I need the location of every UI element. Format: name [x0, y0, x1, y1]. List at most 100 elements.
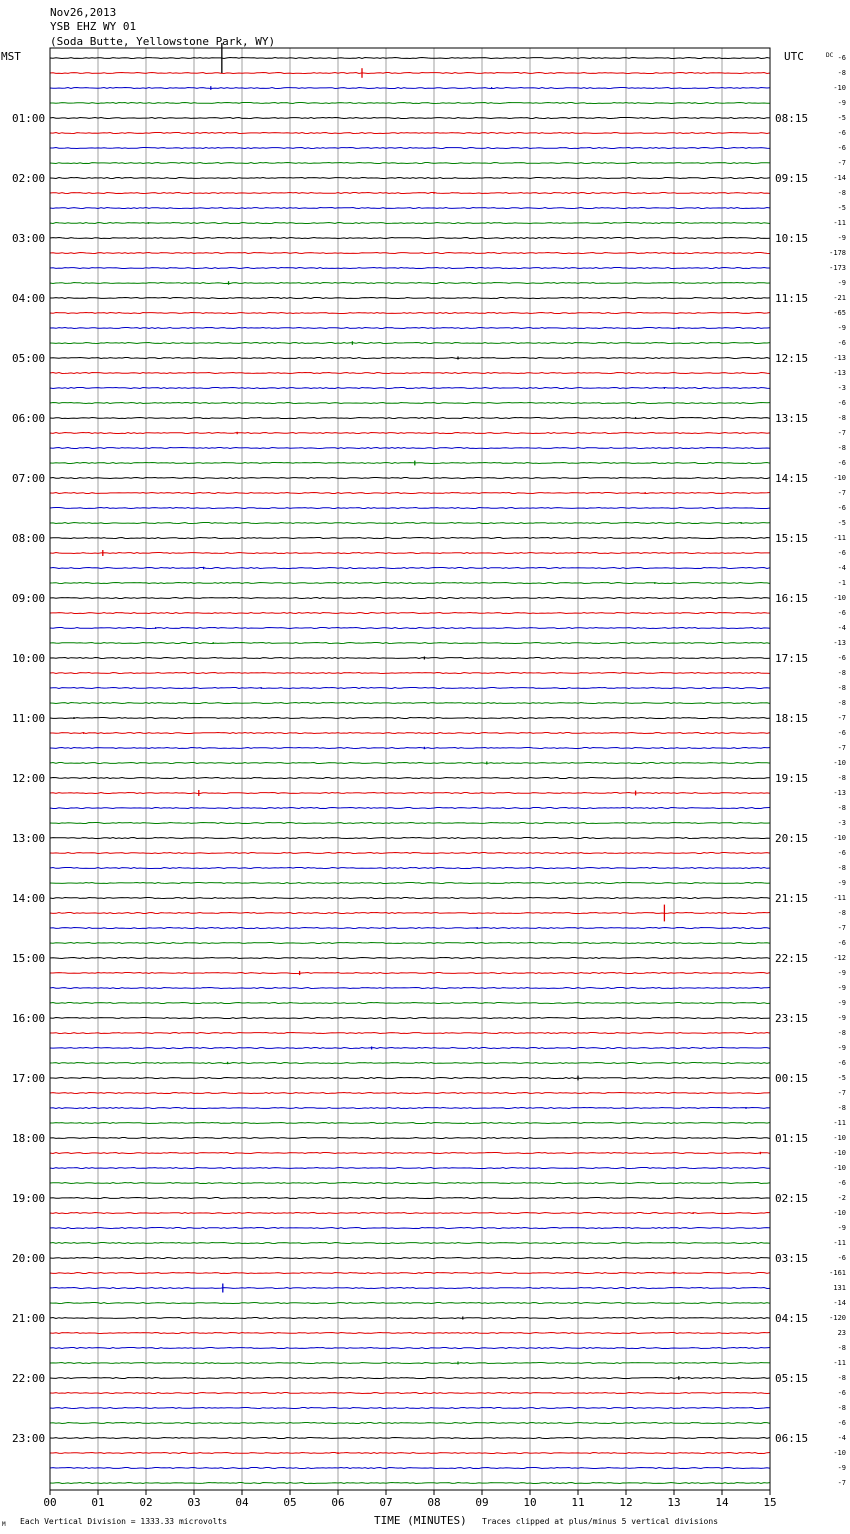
trace-line: [49, 1301, 771, 1305]
trace-line: [49, 281, 771, 285]
trace-layer: [49, 43, 771, 1485]
right-hour-label: 06:15: [775, 1432, 808, 1445]
dc-offset-label: -8: [838, 774, 846, 782]
dc-offset-label: -6: [838, 1179, 846, 1187]
dc-offset-label: -6: [838, 1254, 846, 1262]
trace-line: [49, 461, 771, 465]
dc-offset-label: -173: [829, 264, 846, 272]
dc-offset-label: -8: [838, 909, 846, 917]
dc-offset-label: -9: [838, 879, 846, 887]
dc-offset-label: -10: [833, 474, 846, 482]
x-tick-label: 08: [427, 1496, 440, 1509]
x-tick-label: 10: [523, 1496, 536, 1509]
dc-offset-label: -10: [833, 1449, 846, 1457]
dc-offset-label: -161: [829, 1269, 846, 1277]
x-tick-label: 12: [619, 1496, 632, 1509]
right-hour-label: 03:15: [775, 1252, 808, 1265]
left-hour-label: 18:00: [12, 1132, 45, 1145]
dc-offset-label: -2: [838, 1194, 846, 1202]
right-hour-label: 00:15: [775, 1072, 808, 1085]
dc-offset-label: -9: [838, 279, 846, 287]
dc-offset-label: -10: [833, 759, 846, 767]
x-tick-label: 03: [187, 1496, 200, 1509]
dc-offset-label: -13: [833, 369, 846, 377]
dc-offset-label: -8: [838, 1104, 846, 1112]
trace-line: [49, 221, 771, 225]
trace-line: [49, 431, 771, 435]
dc-offset-label: -9: [838, 324, 846, 332]
left-hour-label: 06:00: [12, 412, 45, 425]
trace-line: [49, 1421, 771, 1425]
trace-line: [49, 1061, 771, 1065]
footer-clip-note: Traces clipped at plus/minus 5 vertical …: [482, 1517, 718, 1526]
trace-line: [49, 611, 771, 615]
trace-line: [50, 296, 771, 300]
x-tick-label: 05: [283, 1496, 296, 1509]
dc-offset-label: -5: [838, 114, 846, 122]
dc-offset-label: -10: [833, 834, 846, 842]
dc-offset-label: -4: [838, 1434, 846, 1442]
dc-offset-label: -8: [838, 804, 846, 812]
right-hour-label: 05:15: [775, 1372, 808, 1385]
x-tick-label: 14: [715, 1496, 729, 1509]
dc-offset-label: -5: [838, 204, 846, 212]
trace-line: [49, 446, 771, 450]
dc-offset-label: -6: [838, 504, 846, 512]
trace-line: [49, 926, 771, 930]
trace-line: [49, 566, 771, 570]
left-hour-label: 20:00: [12, 1252, 45, 1265]
trace-line: [49, 266, 770, 270]
dc-offset-label: -6: [838, 609, 846, 617]
dc-offset-label: -7: [838, 159, 846, 167]
trace-line: [49, 1286, 771, 1290]
axis-layer: [49, 1490, 771, 1495]
trace-line: [49, 326, 771, 330]
trace-line: [49, 1181, 771, 1185]
dc-offset-label: -9: [838, 1224, 846, 1232]
trace-line: [49, 941, 771, 945]
trace-line: [49, 1001, 771, 1005]
dc-offset-label: -21: [833, 294, 846, 302]
x-tick-label: 11: [571, 1496, 584, 1509]
right-hour-label: 01:15: [775, 1132, 808, 1145]
trace-line: [49, 1166, 770, 1170]
trace-line: [49, 806, 771, 810]
trace-line: [49, 716, 771, 720]
dc-offset-label: -6: [838, 1389, 846, 1397]
dc-offset-label: -6: [838, 729, 846, 737]
right-hour-label: 02:15: [775, 1192, 808, 1205]
dc-offset-label: -178: [829, 249, 846, 257]
dc-offset-label: -9: [838, 1044, 846, 1052]
trace-line: [49, 1226, 771, 1230]
trace-line: [49, 506, 771, 510]
trace-line: [49, 176, 771, 180]
dc-offset-label: -11: [833, 1359, 846, 1367]
left-hour-label: 04:00: [12, 292, 45, 305]
trace-line: [49, 191, 771, 195]
x-tick-label: 13: [667, 1496, 680, 1509]
trace-line: [49, 911, 771, 915]
trace-line: [49, 71, 771, 75]
trace-line: [49, 1196, 771, 1200]
dc-offset-label: -10: [833, 1164, 846, 1172]
trace-line: [49, 1331, 771, 1335]
x-tick-label: 15: [763, 1496, 776, 1509]
dc-offset-label: -8: [838, 1374, 846, 1382]
trace-line: [49, 1271, 771, 1275]
right-hour-label: 04:15: [775, 1312, 808, 1325]
trace-line: [49, 1256, 771, 1260]
dc-offset-label: -9: [838, 984, 846, 992]
dc-offset-label: -120: [829, 1314, 846, 1322]
trace-line: [49, 356, 771, 360]
dc-offset-label: -6: [838, 549, 846, 557]
trace-line: [49, 701, 771, 705]
left-hour-label: 09:00: [12, 592, 45, 605]
trace-line: [49, 491, 771, 495]
dc-offset-label: -12: [833, 954, 846, 962]
trace-line: [49, 1406, 771, 1410]
footer-corner-mark: M: [2, 1521, 6, 1528]
trace-line: [49, 251, 771, 255]
trace-line: [49, 1211, 771, 1215]
dc-offset-label: -11: [833, 1119, 846, 1127]
